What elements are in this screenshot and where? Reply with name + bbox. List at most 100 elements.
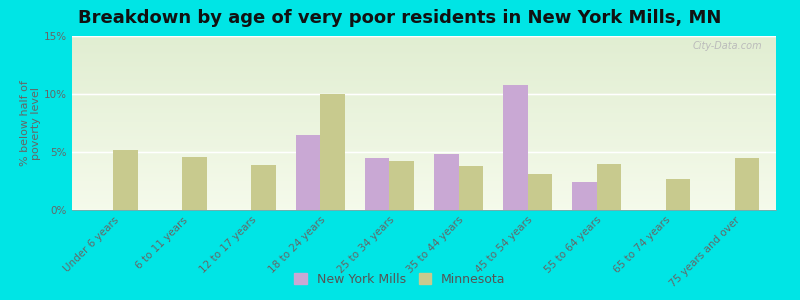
Bar: [72, 51, 776, 52]
Bar: [72, 89, 776, 90]
Bar: [72, 69, 776, 70]
Bar: [72, 74, 776, 75]
Bar: [72, 38, 776, 39]
Bar: [72, 115, 776, 116]
Bar: [72, 59, 776, 60]
Bar: [72, 48, 776, 49]
Bar: [72, 137, 776, 138]
Bar: [72, 182, 776, 183]
Bar: [72, 192, 776, 193]
Bar: [72, 75, 776, 76]
Bar: [72, 204, 776, 205]
Bar: [72, 144, 776, 145]
Bar: [72, 202, 776, 203]
Bar: [572, 182, 597, 210]
Bar: [72, 140, 776, 141]
Bar: [72, 167, 776, 168]
Bar: [72, 45, 776, 46]
Bar: [72, 158, 776, 159]
Bar: [72, 83, 776, 84]
Bar: [72, 41, 776, 42]
Bar: [72, 130, 776, 131]
Bar: [734, 158, 758, 210]
Bar: [72, 193, 776, 194]
Bar: [72, 50, 776, 51]
Bar: [72, 60, 776, 61]
Bar: [72, 127, 776, 128]
Bar: [72, 141, 776, 142]
Bar: [72, 147, 776, 148]
Bar: [72, 71, 776, 72]
Bar: [72, 121, 776, 122]
Bar: [72, 134, 776, 135]
Bar: [72, 133, 776, 134]
Bar: [72, 118, 776, 119]
Bar: [72, 178, 776, 179]
Bar: [597, 164, 621, 210]
Bar: [72, 57, 776, 58]
Bar: [527, 174, 552, 210]
Bar: [72, 180, 776, 181]
Bar: [72, 93, 776, 94]
Bar: [72, 36, 776, 37]
Bar: [72, 100, 776, 101]
Bar: [72, 203, 776, 204]
Bar: [72, 185, 776, 186]
Bar: [72, 166, 776, 167]
Bar: [72, 99, 776, 100]
Bar: [72, 175, 776, 176]
Bar: [72, 208, 776, 209]
Bar: [72, 124, 776, 125]
Bar: [72, 77, 776, 78]
Bar: [72, 165, 776, 166]
Bar: [72, 92, 776, 93]
Bar: [72, 72, 776, 73]
Bar: [72, 91, 776, 92]
Bar: [72, 120, 776, 121]
Bar: [72, 188, 776, 189]
Bar: [72, 206, 776, 207]
Bar: [72, 55, 776, 56]
Bar: [72, 113, 776, 114]
Bar: [72, 169, 776, 170]
Bar: [72, 58, 776, 59]
Bar: [72, 63, 776, 64]
Bar: [72, 86, 776, 87]
Bar: [72, 103, 776, 104]
Bar: [72, 67, 776, 68]
Bar: [72, 201, 776, 202]
Bar: [72, 160, 776, 161]
Bar: [434, 154, 458, 210]
Bar: [251, 165, 276, 210]
Bar: [72, 128, 776, 129]
Bar: [72, 198, 776, 199]
Bar: [72, 62, 776, 63]
Bar: [72, 95, 776, 96]
Bar: [72, 94, 776, 95]
Bar: [72, 117, 776, 118]
Bar: [72, 61, 776, 62]
Bar: [390, 161, 414, 210]
Y-axis label: % below half of
poverty level: % below half of poverty level: [20, 80, 42, 166]
Bar: [72, 172, 776, 173]
Bar: [72, 110, 776, 111]
Bar: [72, 56, 776, 57]
Bar: [72, 190, 776, 191]
Bar: [72, 150, 776, 151]
Bar: [72, 176, 776, 177]
Bar: [72, 170, 776, 171]
Bar: [72, 179, 776, 180]
Bar: [72, 195, 776, 196]
Bar: [72, 102, 776, 103]
Bar: [72, 68, 776, 69]
Bar: [72, 44, 776, 45]
Bar: [72, 164, 776, 165]
Bar: [321, 94, 345, 210]
Bar: [72, 79, 776, 80]
Bar: [72, 97, 776, 98]
Bar: [72, 186, 776, 187]
Bar: [72, 199, 776, 200]
Bar: [72, 207, 776, 208]
Bar: [72, 40, 776, 41]
Bar: [72, 101, 776, 102]
